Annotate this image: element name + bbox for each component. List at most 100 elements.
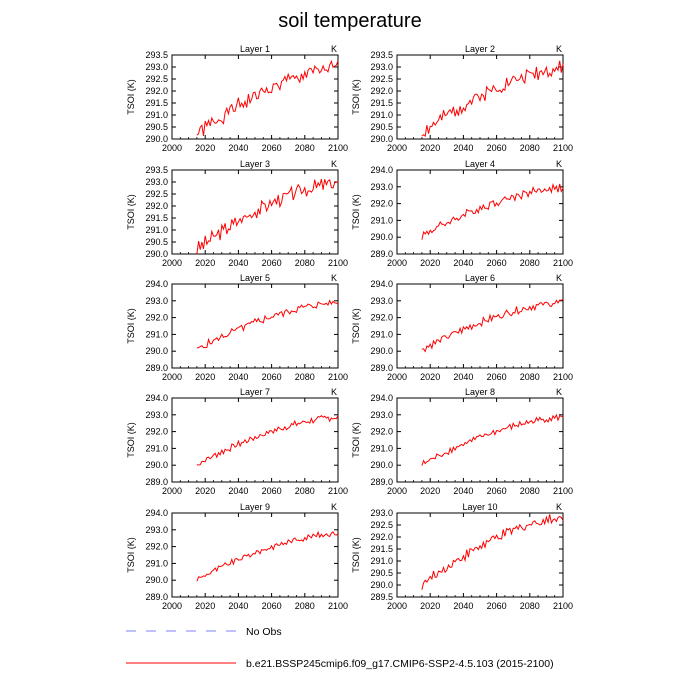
x-tick-label: 2040 bbox=[453, 143, 473, 153]
y-tick-label: 294.0 bbox=[145, 279, 168, 289]
series-line bbox=[421, 60, 564, 138]
panel-title: Layer 9 bbox=[240, 502, 270, 512]
x-tick-label: 2060 bbox=[487, 372, 507, 382]
y-axis-label: TSOI (K) bbox=[351, 79, 361, 115]
panel-layer-3: 2000 2020 2040 2060 2080 2100 290.0 290.5 291.0 2… bbox=[126, 159, 348, 268]
panel-units: K bbox=[556, 44, 562, 54]
y-tick-label: 292.0 bbox=[370, 86, 393, 96]
y-tick-label: 293.0 bbox=[370, 410, 393, 420]
y-axis-label: TSOI (K) bbox=[126, 422, 136, 458]
x-tick-label: 2020 bbox=[420, 372, 440, 382]
y-tick-label: 290.0 bbox=[370, 580, 393, 590]
series-line bbox=[196, 530, 339, 582]
panel-units: K bbox=[331, 44, 337, 54]
x-tick-label: 2100 bbox=[328, 372, 348, 382]
y-tick-label: 290.0 bbox=[145, 134, 168, 144]
y-tick-label: 290.5 bbox=[145, 237, 168, 247]
x-tick-label: 2060 bbox=[262, 372, 282, 382]
x-tick-label: 2020 bbox=[195, 258, 215, 268]
y-tick-label: 292.5 bbox=[370, 74, 393, 84]
y-tick-label: 289.0 bbox=[370, 477, 393, 487]
panel-units: K bbox=[331, 159, 337, 169]
x-tick-label: 2080 bbox=[295, 372, 315, 382]
panel-layer-8: 2000 2020 2040 2060 2080 2100 289.0 290.0 291.0 2… bbox=[351, 387, 573, 496]
y-tick-label: 293.0 bbox=[145, 296, 168, 306]
x-tick-label: 2080 bbox=[520, 601, 540, 611]
y-tick-label: 290.0 bbox=[370, 346, 393, 356]
y-tick-label: 291.5 bbox=[370, 544, 393, 554]
panel-units: K bbox=[556, 273, 562, 283]
y-tick-label: 291.0 bbox=[370, 110, 393, 120]
x-tick-label: 2060 bbox=[262, 143, 282, 153]
x-tick-label: 2100 bbox=[553, 601, 573, 611]
y-tick-label: 289.0 bbox=[145, 592, 168, 602]
panel-title: Layer 7 bbox=[240, 387, 270, 397]
x-tick-label: 2080 bbox=[295, 143, 315, 153]
y-tick-label: 290.0 bbox=[145, 575, 168, 585]
y-tick-label: 294.0 bbox=[145, 393, 168, 403]
x-tick-label: 2060 bbox=[262, 486, 282, 496]
y-tick-label: 293.0 bbox=[145, 525, 168, 535]
y-tick-label: 291.0 bbox=[145, 225, 168, 235]
y-tick-label: 292.0 bbox=[145, 313, 168, 323]
x-tick-label: 2000 bbox=[387, 372, 407, 382]
y-tick-label: 289.0 bbox=[145, 363, 168, 373]
x-tick-label: 2020 bbox=[195, 143, 215, 153]
series-line bbox=[421, 182, 564, 240]
y-tick-label: 291.0 bbox=[370, 556, 393, 566]
y-tick-label: 290.5 bbox=[370, 568, 393, 578]
x-tick-label: 2020 bbox=[195, 601, 215, 611]
legend-no-obs-label: No Obs bbox=[246, 626, 282, 638]
panel-layer-2: 2000 2020 2040 2060 2080 2100 290.0 290.5 291.0 2… bbox=[351, 44, 573, 153]
series-line bbox=[421, 298, 564, 353]
y-tick-label: 290.5 bbox=[145, 122, 168, 132]
series-line bbox=[421, 413, 564, 466]
y-tick-label: 292.0 bbox=[370, 313, 393, 323]
x-tick-label: 2000 bbox=[387, 143, 407, 153]
y-tick-label: 292.0 bbox=[370, 199, 393, 209]
panel-layer-4: 2000 2020 2040 2060 2080 2100 289.0 290.0 291.0 2… bbox=[351, 159, 573, 268]
y-tick-label: 291.0 bbox=[145, 329, 168, 339]
y-tick-label: 290.0 bbox=[370, 460, 393, 470]
x-tick-label: 2060 bbox=[487, 143, 507, 153]
panel-units: K bbox=[331, 273, 337, 283]
x-tick-label: 2020 bbox=[420, 486, 440, 496]
y-tick-label: 290.5 bbox=[370, 122, 393, 132]
y-tick-label: 293.0 bbox=[370, 62, 393, 72]
y-tick-label: 292.0 bbox=[370, 532, 393, 542]
x-tick-label: 2040 bbox=[228, 143, 248, 153]
panel-units: K bbox=[331, 502, 337, 512]
x-tick-label: 2080 bbox=[520, 486, 540, 496]
y-tick-label: 292.5 bbox=[145, 74, 168, 84]
x-tick-label: 2040 bbox=[228, 601, 248, 611]
y-tick-label: 294.0 bbox=[370, 279, 393, 289]
panel-title: Layer 5 bbox=[240, 273, 270, 283]
y-tick-label: 293.0 bbox=[370, 296, 393, 306]
x-tick-label: 2100 bbox=[553, 143, 573, 153]
x-tick-label: 2080 bbox=[295, 258, 315, 268]
x-tick-label: 2080 bbox=[520, 258, 540, 268]
panel-layer-7: 2000 2020 2040 2060 2080 2100 289.0 290.0 291.0 2… bbox=[126, 387, 348, 496]
y-tick-label: 292.5 bbox=[370, 520, 393, 530]
y-tick-label: 292.0 bbox=[370, 427, 393, 437]
panel-title: Layer 2 bbox=[465, 44, 495, 54]
panel-title: Layer 1 bbox=[240, 44, 270, 54]
x-tick-label: 2100 bbox=[328, 258, 348, 268]
panel-units: K bbox=[556, 502, 562, 512]
y-tick-label: 291.5 bbox=[145, 98, 168, 108]
panel-units: K bbox=[556, 387, 562, 397]
y-tick-label: 291.0 bbox=[145, 110, 168, 120]
figure-title: soil temperature bbox=[278, 10, 421, 32]
x-tick-label: 2080 bbox=[295, 486, 315, 496]
x-tick-label: 2000 bbox=[387, 258, 407, 268]
x-tick-label: 2080 bbox=[295, 601, 315, 611]
x-tick-label: 2060 bbox=[262, 258, 282, 268]
x-tick-label: 2100 bbox=[328, 486, 348, 496]
x-tick-label: 2000 bbox=[162, 143, 182, 153]
x-tick-label: 2060 bbox=[487, 486, 507, 496]
y-tick-label: 290.0 bbox=[145, 346, 168, 356]
x-tick-label: 2040 bbox=[228, 486, 248, 496]
x-tick-label: 2020 bbox=[420, 143, 440, 153]
x-tick-label: 2040 bbox=[453, 486, 473, 496]
series-line bbox=[196, 59, 339, 136]
